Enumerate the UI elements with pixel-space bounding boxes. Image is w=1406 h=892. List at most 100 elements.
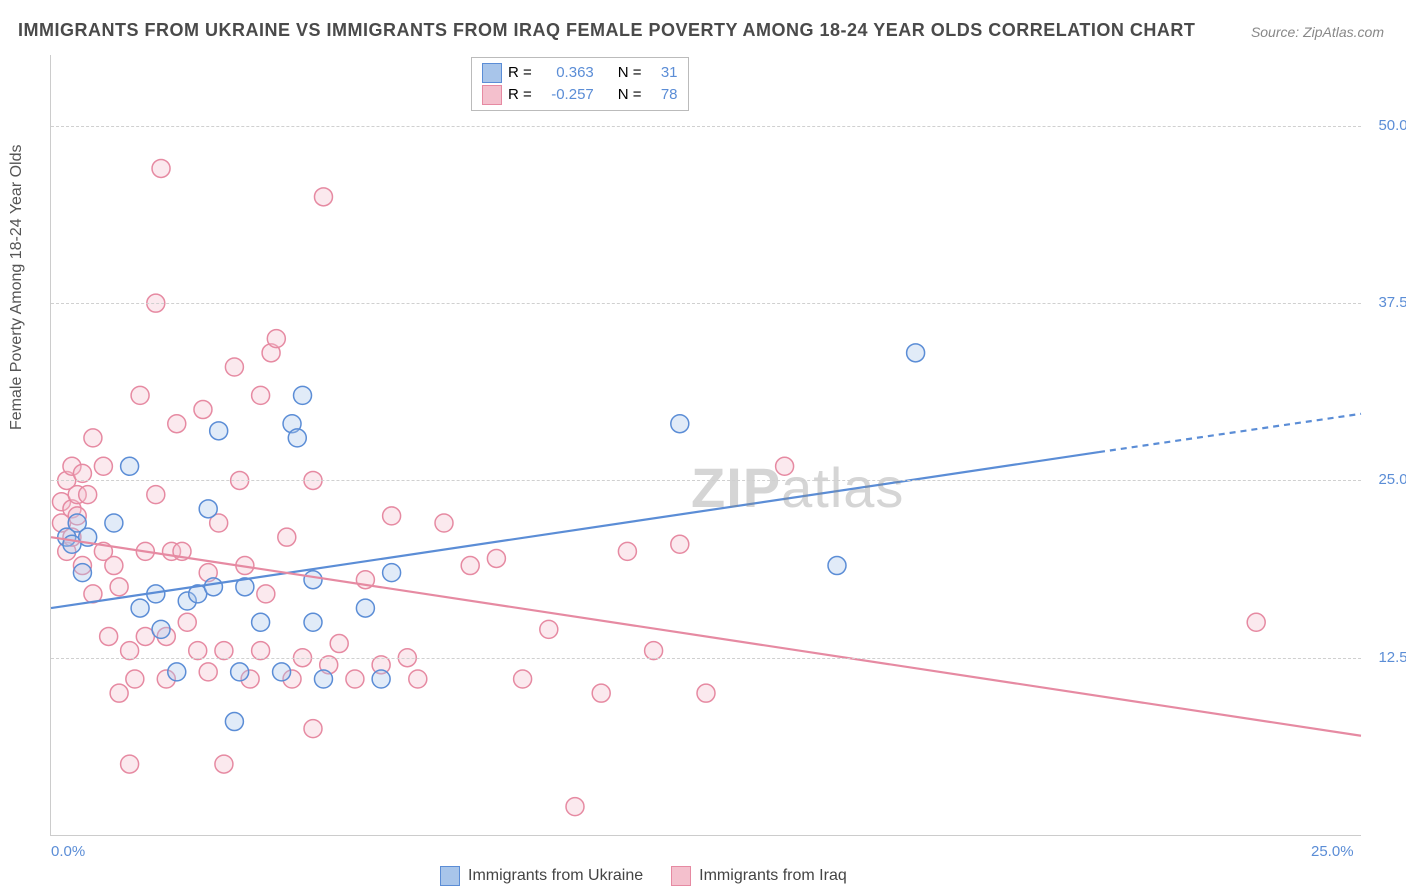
scatter-point (409, 670, 427, 688)
scatter-point (828, 557, 846, 575)
scatter-point (84, 429, 102, 447)
scatter-point (314, 670, 332, 688)
bottom-legend: Immigrants from Ukraine Immigrants from … (440, 866, 847, 886)
scatter-point (94, 457, 112, 475)
scatter-point (278, 528, 296, 546)
scatter-point (152, 159, 170, 177)
source-attribution: Source: ZipAtlas.com (1251, 24, 1384, 40)
x-tick-label: 0.0% (51, 843, 85, 860)
x-tick-label: 25.0% (1311, 843, 1354, 860)
scatter-point (383, 564, 401, 582)
gridline (51, 480, 1361, 481)
scatter-point (314, 188, 332, 206)
scatter-point (252, 386, 270, 404)
scatter-point (252, 613, 270, 631)
y-tick-label: 12.5% (1366, 649, 1406, 666)
scatter-point (304, 720, 322, 738)
scatter-point (671, 415, 689, 433)
trend-line (51, 452, 1099, 608)
scatter-point (100, 627, 118, 645)
y-tick-label: 37.5% (1366, 294, 1406, 311)
r-value-iraq: -0.257 (538, 84, 594, 106)
scatter-point (215, 755, 233, 773)
scatter-point (210, 422, 228, 440)
scatter-point (487, 549, 505, 567)
scatter-point (110, 578, 128, 596)
swatch-iraq (482, 85, 502, 105)
scatter-point (776, 457, 794, 475)
scatter-point (435, 514, 453, 532)
gridline (51, 303, 1361, 304)
scatter-point (131, 386, 149, 404)
legend-item-ukraine: Immigrants from Ukraine (440, 866, 643, 886)
scatter-point (304, 571, 322, 589)
swatch-iraq (671, 866, 691, 886)
scatter-point (73, 564, 91, 582)
n-label: N = (618, 62, 642, 84)
scatter-point (79, 486, 97, 504)
scatter-point (225, 713, 243, 731)
y-tick-label: 25.0% (1366, 471, 1406, 488)
scatter-point (288, 429, 306, 447)
chart-title: IMMIGRANTS FROM UKRAINE VS IMMIGRANTS FR… (18, 20, 1195, 41)
trend-line (51, 537, 1361, 736)
stats-legend: R = 0.363 N = 31 R = -0.257 N = 78 (471, 57, 689, 111)
scatter-point (105, 514, 123, 532)
n-value-iraq: 78 (648, 84, 678, 106)
scatter-point (273, 663, 291, 681)
scatter-point (372, 670, 390, 688)
scatter-point (225, 358, 243, 376)
y-axis-label: Female Poverty Among 18-24 Year Olds (8, 145, 26, 431)
scatter-plot-svg (51, 55, 1361, 835)
scatter-point (121, 457, 139, 475)
scatter-point (304, 613, 322, 631)
scatter-point (168, 663, 186, 681)
scatter-point (267, 330, 285, 348)
r-label: R = (508, 62, 532, 84)
scatter-point (110, 684, 128, 702)
scatter-point (383, 507, 401, 525)
scatter-point (671, 535, 689, 553)
scatter-point (356, 599, 374, 617)
scatter-point (126, 670, 144, 688)
legend-label-iraq: Immigrants from Iraq (699, 867, 847, 885)
gridline (51, 658, 1361, 659)
scatter-point (1247, 613, 1265, 631)
scatter-point (231, 663, 249, 681)
scatter-point (199, 663, 217, 681)
scatter-point (131, 599, 149, 617)
scatter-point (592, 684, 610, 702)
legend-item-iraq: Immigrants from Iraq (671, 866, 847, 886)
scatter-point (204, 578, 222, 596)
y-tick-label: 50.0% (1366, 117, 1406, 134)
stats-row-iraq: R = -0.257 N = 78 (482, 84, 678, 106)
swatch-ukraine (440, 866, 460, 886)
n-value-ukraine: 31 (648, 62, 678, 84)
r-value-ukraine: 0.363 (538, 62, 594, 84)
scatter-point (346, 670, 364, 688)
scatter-point (178, 613, 196, 631)
scatter-point (907, 344, 925, 362)
stats-row-ukraine: R = 0.363 N = 31 (482, 62, 678, 84)
scatter-point (461, 557, 479, 575)
scatter-point (566, 798, 584, 816)
scatter-point (514, 670, 532, 688)
scatter-point (199, 500, 217, 518)
scatter-point (618, 542, 636, 560)
scatter-point (168, 415, 186, 433)
trend-line-extrapolated (1099, 414, 1361, 452)
scatter-point (105, 557, 123, 575)
scatter-point (257, 585, 275, 603)
swatch-ukraine (482, 63, 502, 83)
scatter-point (194, 401, 212, 419)
gridline (51, 126, 1361, 127)
scatter-point (330, 635, 348, 653)
r-label: R = (508, 84, 532, 106)
n-label: N = (618, 84, 642, 106)
scatter-point (152, 620, 170, 638)
chart-plot-area: R = 0.363 N = 31 R = -0.257 N = 78 ZIPat… (50, 55, 1361, 836)
scatter-point (540, 620, 558, 638)
scatter-point (697, 684, 715, 702)
scatter-point (294, 386, 312, 404)
scatter-point (121, 755, 139, 773)
